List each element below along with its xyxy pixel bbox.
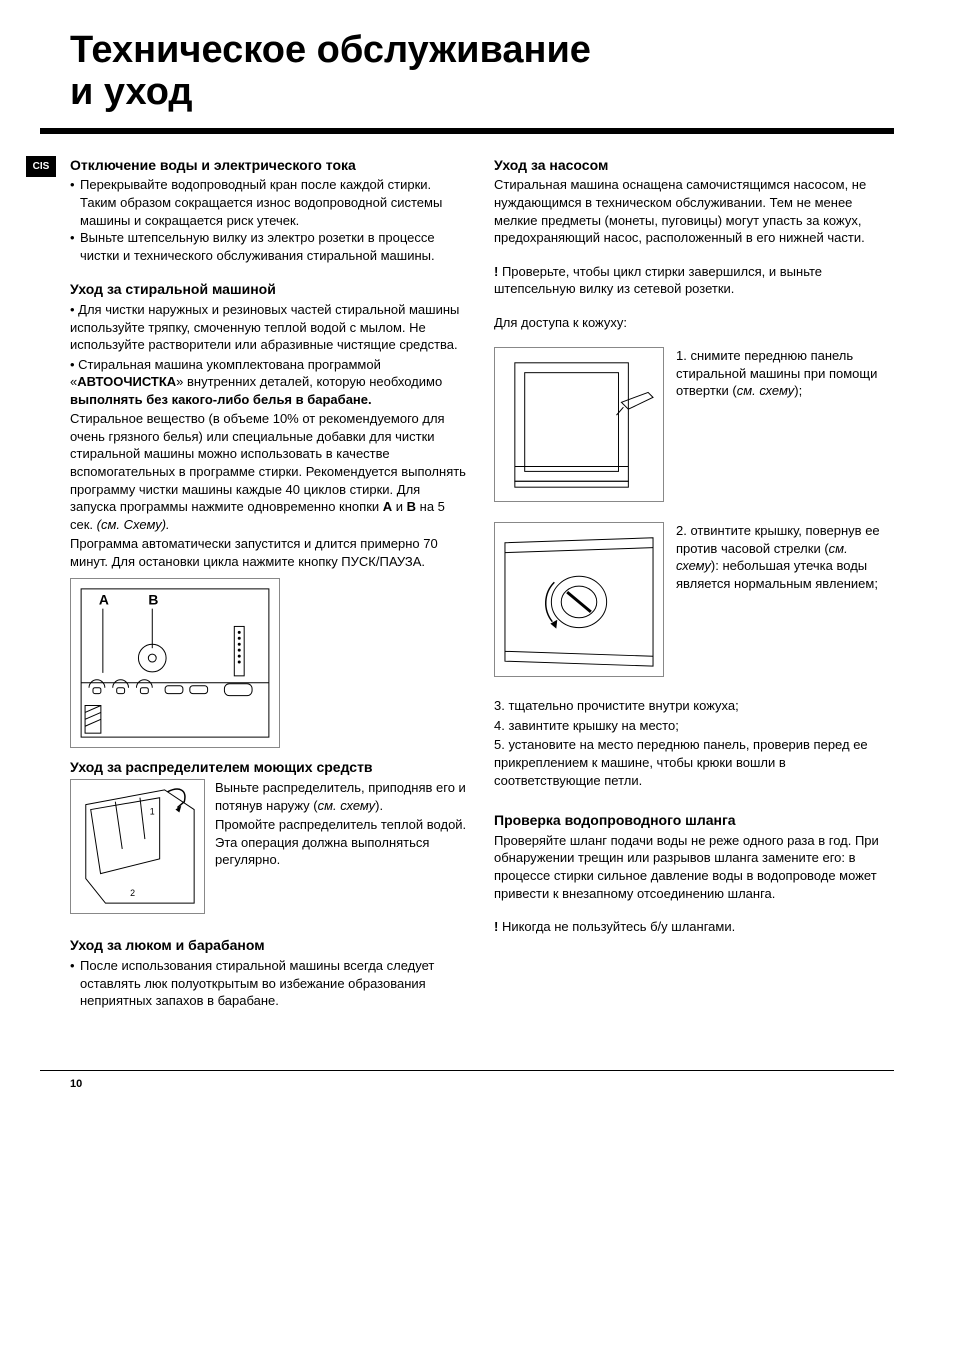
para: Для доступа к кожуху: (494, 314, 894, 332)
text: ). (375, 798, 383, 813)
language-sidebar: CIS (40, 156, 70, 1010)
text: ); (794, 383, 802, 398)
heading-door-drum: Уход за люком и барабаном (70, 936, 470, 955)
heading-water-power: Отключение воды и электрического тока (70, 156, 470, 175)
warning: Никогда не пользуйтесь б/у шлангами. (494, 918, 894, 936)
heading-hose: Проверка водопроводного шланга (494, 811, 894, 830)
dispenser-icon: 1 2 (71, 780, 204, 913)
para: Проверяйте шланг подачи воды не реже одн… (494, 832, 894, 902)
page-footer: 10 (40, 1070, 894, 1092)
horizontal-rule (40, 128, 894, 134)
content-columns: Отключение воды и электрического тока • … (70, 156, 894, 1010)
text-italic: (см. Схему). (97, 517, 170, 532)
bullet-item: • После использования стиральной машины … (70, 957, 470, 1010)
para: • Для чистки наружных и резиновых частей… (70, 301, 470, 354)
svg-text:B: B (148, 592, 158, 608)
step-4: 4. завинтите крышку на место; (494, 717, 894, 735)
bullet-dot: • (70, 176, 80, 229)
bullet-text: Перекрывайте водопроводный кран после ка… (80, 176, 470, 229)
text-bold: выполнять без какого-либо белья в бараба… (70, 392, 372, 407)
figure-dispenser: 1 2 (70, 779, 205, 914)
para: Программа автоматически запустится и дли… (70, 535, 470, 570)
title-line1: Техническое обслуживание (70, 29, 591, 71)
spacer (494, 333, 894, 347)
text: » внутренних деталей, которую необходимо (176, 374, 442, 389)
left-column: Отключение воды и электрического тока • … (70, 156, 470, 1010)
svg-text:1: 1 (150, 807, 155, 817)
right-column: Уход за насосом Стиральная машина оснаще… (494, 156, 894, 1010)
heading-pump: Уход за насосом (494, 156, 894, 175)
bullet-item: • Перекрывайте водопроводный кран после … (70, 176, 470, 229)
text-italic: см. схему (318, 798, 376, 813)
step2-block: 2. отвинтите крышку, повернув ее против … (494, 522, 894, 683)
heading-machine-care: Уход за стиральной машиной (70, 280, 470, 299)
title-line2: и уход (70, 71, 193, 113)
bullet-dot: • (70, 957, 80, 1010)
text-italic: см. схему (737, 383, 795, 398)
text: и (392, 499, 407, 514)
bullet-text: Выньте штепсельную вилку из электро розе… (80, 229, 470, 264)
spacer (494, 508, 894, 522)
page-body: CIS Отключение воды и электрического ток… (40, 156, 894, 1010)
text-bold: АВТООЧИСТКА (77, 374, 176, 389)
warning: Проверьте, чтобы цикл стирки завершился,… (494, 263, 894, 298)
figure-remove-panel (494, 347, 664, 502)
figure-unscrew-cap (494, 522, 664, 677)
svg-text:A: A (99, 592, 109, 608)
para: Стиральная машина оснащена самочистящимс… (494, 176, 894, 246)
svg-text:2: 2 (130, 888, 135, 898)
bullet-item: • Выньте штепсельную вилку из электро ро… (70, 229, 470, 264)
page-number: 10 (70, 1078, 82, 1090)
page-title: Техническое обслуживание и уход (70, 30, 894, 114)
spacer (494, 683, 894, 697)
spacer (494, 300, 894, 314)
step-5: 5. установите на место переднюю панель, … (494, 736, 894, 789)
text-bold: B (407, 499, 416, 514)
para: • Стиральная машина укомплектована прогр… (70, 356, 470, 409)
language-tag: CIS (26, 156, 56, 178)
text-bold: A (383, 499, 392, 514)
spacer (494, 904, 894, 918)
figure-control-panel: A B (70, 578, 280, 748)
heading-dispenser: Уход за распределителем моющих средств (70, 758, 470, 777)
bullet-text: После использования стиральной машины вс… (80, 957, 470, 1010)
step-3: 3. тщательно прочистите внутри кожуха; (494, 697, 894, 715)
dispenser-block: 1 2 Выньте распределитель, приподняв его… (70, 779, 470, 920)
bullet-dot: • (70, 229, 80, 264)
step1-block: 1. снимите переднюю панель стиральной ма… (494, 347, 894, 508)
cap-icon (495, 523, 663, 676)
para: Стиральное вещество (в объеме 10% от рек… (70, 410, 470, 533)
spacer (494, 249, 894, 263)
text: 2. отвинтите крышку, повернув ее против … (676, 523, 880, 556)
panel-icon (495, 348, 663, 501)
control-panel-icon: A B (71, 579, 279, 747)
